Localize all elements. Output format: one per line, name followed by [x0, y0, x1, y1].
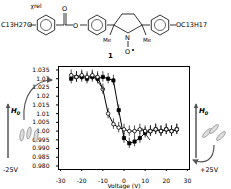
- svg-text:N: N: [125, 34, 130, 42]
- svg-text:C13H27O: C13H27O: [1, 21, 32, 29]
- svg-text:H0: H0: [11, 107, 21, 116]
- svg-text:0: 0: [122, 176, 126, 184]
- svg-text:0.985: 0.985: [32, 153, 49, 160]
- svg-text:1.00: 1.00: [36, 127, 50, 134]
- svg-text:0.990: 0.990: [32, 144, 49, 151]
- svg-text:-20: -20: [77, 177, 87, 184]
- svg-text:OC13H17: OC13H17: [176, 21, 207, 29]
- svg-text:10: 10: [141, 177, 149, 184]
- svg-text:O: O: [62, 5, 67, 13]
- svg-text:0.995: 0.995: [32, 136, 49, 143]
- svg-text:+25V: +25V: [200, 166, 219, 174]
- svg-text:-25V: -25V: [3, 166, 19, 174]
- svg-text:Voltage (V): Voltage (V): [107, 182, 140, 189]
- svg-text:1.02: 1.02: [36, 92, 50, 99]
- svg-text:1.005: 1.005: [32, 118, 49, 125]
- svg-text:1.035: 1.035: [32, 66, 49, 73]
- svg-text:20: 20: [162, 177, 170, 184]
- svg-text:-30: -30: [56, 177, 66, 184]
- svg-text:Me: Me: [103, 37, 112, 43]
- svg-text:H0: H0: [199, 107, 209, 116]
- svg-text:1.015: 1.015: [32, 101, 49, 108]
- svg-text:1: 1: [108, 52, 113, 60]
- svg-text:1.01: 1.01: [36, 110, 50, 117]
- svg-text:O: O: [125, 48, 130, 56]
- svg-text:30: 30: [184, 177, 192, 184]
- svg-text:χrel: χrel: [31, 2, 42, 10]
- svg-text:Me: Me: [143, 37, 152, 43]
- svg-text:-10: -10: [98, 176, 108, 184]
- svg-text:1.025: 1.025: [32, 83, 49, 90]
- svg-text:0.980: 0.980: [32, 162, 49, 169]
- svg-text:O: O: [73, 22, 78, 30]
- svg-text:1.03: 1.03: [36, 75, 50, 82]
